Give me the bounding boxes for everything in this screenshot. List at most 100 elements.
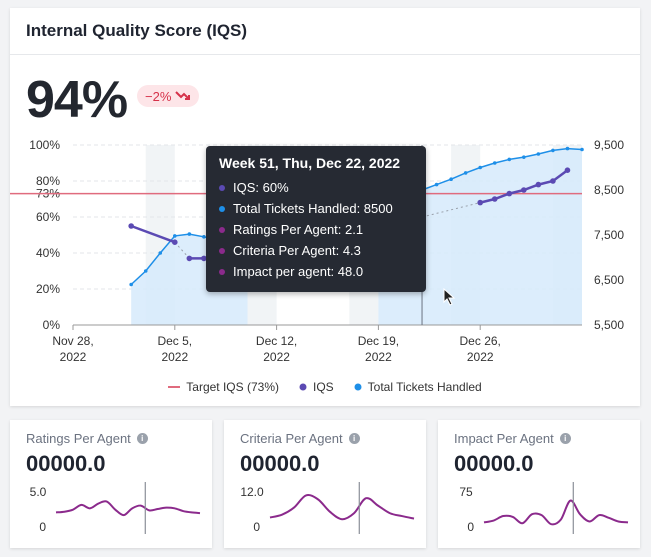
tickets-point	[507, 157, 512, 162]
y-left-tick-label: 0%	[43, 318, 61, 332]
card-title: Internal Quality Score (IQS)	[10, 8, 640, 55]
x-tick-label: Dec 5,	[157, 334, 192, 348]
y-tick-label: 0	[253, 520, 260, 534]
tickets-point	[463, 171, 468, 175]
x-tick-label: 2022	[161, 350, 188, 364]
criteria-dot-icon	[219, 247, 225, 254]
y-right-tick-label: 6,500	[594, 273, 624, 287]
tickets-point	[202, 235, 206, 239]
legend-item-iqs[interactable]: IQS	[299, 380, 334, 394]
iqs-point	[172, 239, 178, 245]
y-right-tick-label: 9,500	[594, 138, 624, 152]
tickets-point	[129, 282, 133, 287]
y-tick-label: 0	[467, 520, 474, 534]
mini-title: Impact Per Agent i	[454, 431, 571, 446]
iqs-dot-icon	[299, 383, 307, 391]
tooltip-row-criteria: Criteria Per Agent: 4.3	[219, 243, 361, 258]
criteria-sparkline[interactable]: 12.00	[224, 420, 426, 548]
delta-value: −2%	[145, 88, 172, 104]
y-right-tick-label: 7,500	[594, 228, 624, 242]
y-tick-label: 5.0	[30, 485, 47, 499]
mini-value: 00000.0	[240, 451, 320, 476]
y-right-tick-label: 5,500	[594, 318, 624, 332]
info-icon[interactable]: i	[348, 433, 360, 444]
tickets-point	[522, 155, 526, 159]
y-left-tick-label: 20%	[36, 282, 60, 296]
iqs-gap-connector	[174, 241, 190, 259]
tickets-point	[492, 161, 497, 165]
legend-label: Total Tickets Handled	[367, 380, 482, 394]
x-tick-label: 2022	[365, 350, 392, 364]
sparkline	[483, 499, 629, 526]
tooltip-row-ratings: Ratings Per Agent: 2.1	[219, 222, 363, 237]
delta-badge: −2%	[137, 85, 200, 107]
mini-title: Ratings Per Agent i	[26, 431, 148, 446]
y-right-tick-label: 8,500	[594, 183, 624, 197]
mini-value: 00000.0	[454, 451, 534, 476]
tickets-point	[565, 146, 570, 151]
impact-dot-icon	[219, 268, 225, 275]
tickets-point	[449, 177, 453, 181]
tickets-point	[158, 251, 163, 255]
iqs-point	[535, 181, 542, 188]
iqs-line	[130, 224, 176, 244]
mini-title-label: Impact Per Agent	[454, 431, 554, 446]
legend-item-target[interactable]: Target IQS (73%)	[168, 380, 279, 394]
iqs-dot-icon	[219, 184, 225, 191]
x-tick-label: 2022	[263, 350, 290, 364]
target-line-icon	[168, 386, 181, 388]
ratings-card: Ratings Per Agent i 00000.0 5.0 0	[10, 420, 212, 548]
iqs-point	[521, 187, 527, 193]
y-left-tick-label: 60%	[36, 210, 60, 224]
impact-card: Impact Per Agent i 00000.0 75 0	[438, 420, 640, 548]
info-icon[interactable]: i	[136, 433, 148, 444]
impact-sparkline[interactable]: 75 0	[438, 420, 640, 548]
x-tick-label: Dec 26,	[460, 334, 501, 348]
tooltip-row-label: IQS: 60%	[233, 180, 289, 195]
tickets-point	[173, 234, 177, 238]
tooltip-row-tickets: Total Tickets Handled: 8500	[219, 201, 393, 216]
y-left-tick-label: 80%	[36, 174, 60, 188]
criteria-card: Criteria Per Agent i 00000.0 12.0 0	[224, 420, 426, 548]
tickets-dot-icon	[219, 205, 225, 212]
tickets-point	[478, 165, 483, 170]
mouse-cursor-icon	[443, 288, 456, 306]
mini-title-label: Criteria Per Agent	[240, 431, 343, 446]
trend-down-icon	[175, 91, 191, 100]
y-left-tick-label: 100%	[29, 138, 60, 152]
mini-title-label: Ratings Per Agent	[26, 431, 131, 446]
x-tick-label: Nov 28,	[52, 334, 93, 348]
sparkline	[55, 500, 201, 517]
iqs-point	[564, 167, 571, 173]
y-tick-label: 0	[39, 520, 46, 534]
tickets-point	[434, 182, 439, 187]
info-icon[interactable]: i	[559, 433, 571, 444]
y-tick-label: 75	[459, 485, 473, 499]
y-left-tick-label: 40%	[36, 246, 60, 260]
tickets-point	[551, 148, 555, 153]
tickets-point	[580, 147, 584, 152]
legend-item-tickets[interactable]: Total Tickets Handled	[354, 380, 482, 394]
x-tick-label: Dec 19,	[358, 334, 399, 348]
tooltip-row-iqs: IQS: 60%	[219, 180, 289, 195]
iqs-card: Internal Quality Score (IQS) 94% −2% 100…	[10, 8, 640, 406]
iqs-value: 94%	[26, 71, 128, 129]
sparkline	[269, 494, 415, 521]
tickets-point	[536, 152, 541, 156]
tickets-point	[187, 232, 192, 236]
tickets-point	[143, 269, 148, 273]
iqs-point	[491, 196, 498, 202]
ratings-dot-icon	[219, 226, 225, 233]
iqs-point	[477, 199, 484, 206]
chart-legend: Target IQS (73%) IQS Total Tickets Handl…	[10, 380, 640, 394]
iqs-point	[506, 190, 513, 197]
chart-tooltip: Week 51, Thu, Dec 22, 2022 IQS: 60% Tota…	[206, 146, 426, 292]
tooltip-row-label: Criteria Per Agent: 4.3	[233, 243, 361, 258]
tickets-dot-icon	[354, 383, 362, 391]
tooltip-title: Week 51, Thu, Dec 22, 2022	[219, 155, 401, 171]
x-tick-label: 2022	[467, 350, 494, 364]
tooltip-row-label: Total Tickets Handled: 8500	[233, 201, 393, 216]
ratings-sparkline[interactable]: 5.00	[10, 420, 212, 548]
tooltip-row-label: Ratings Per Agent: 2.1	[233, 222, 364, 237]
tickets-area	[378, 148, 582, 325]
